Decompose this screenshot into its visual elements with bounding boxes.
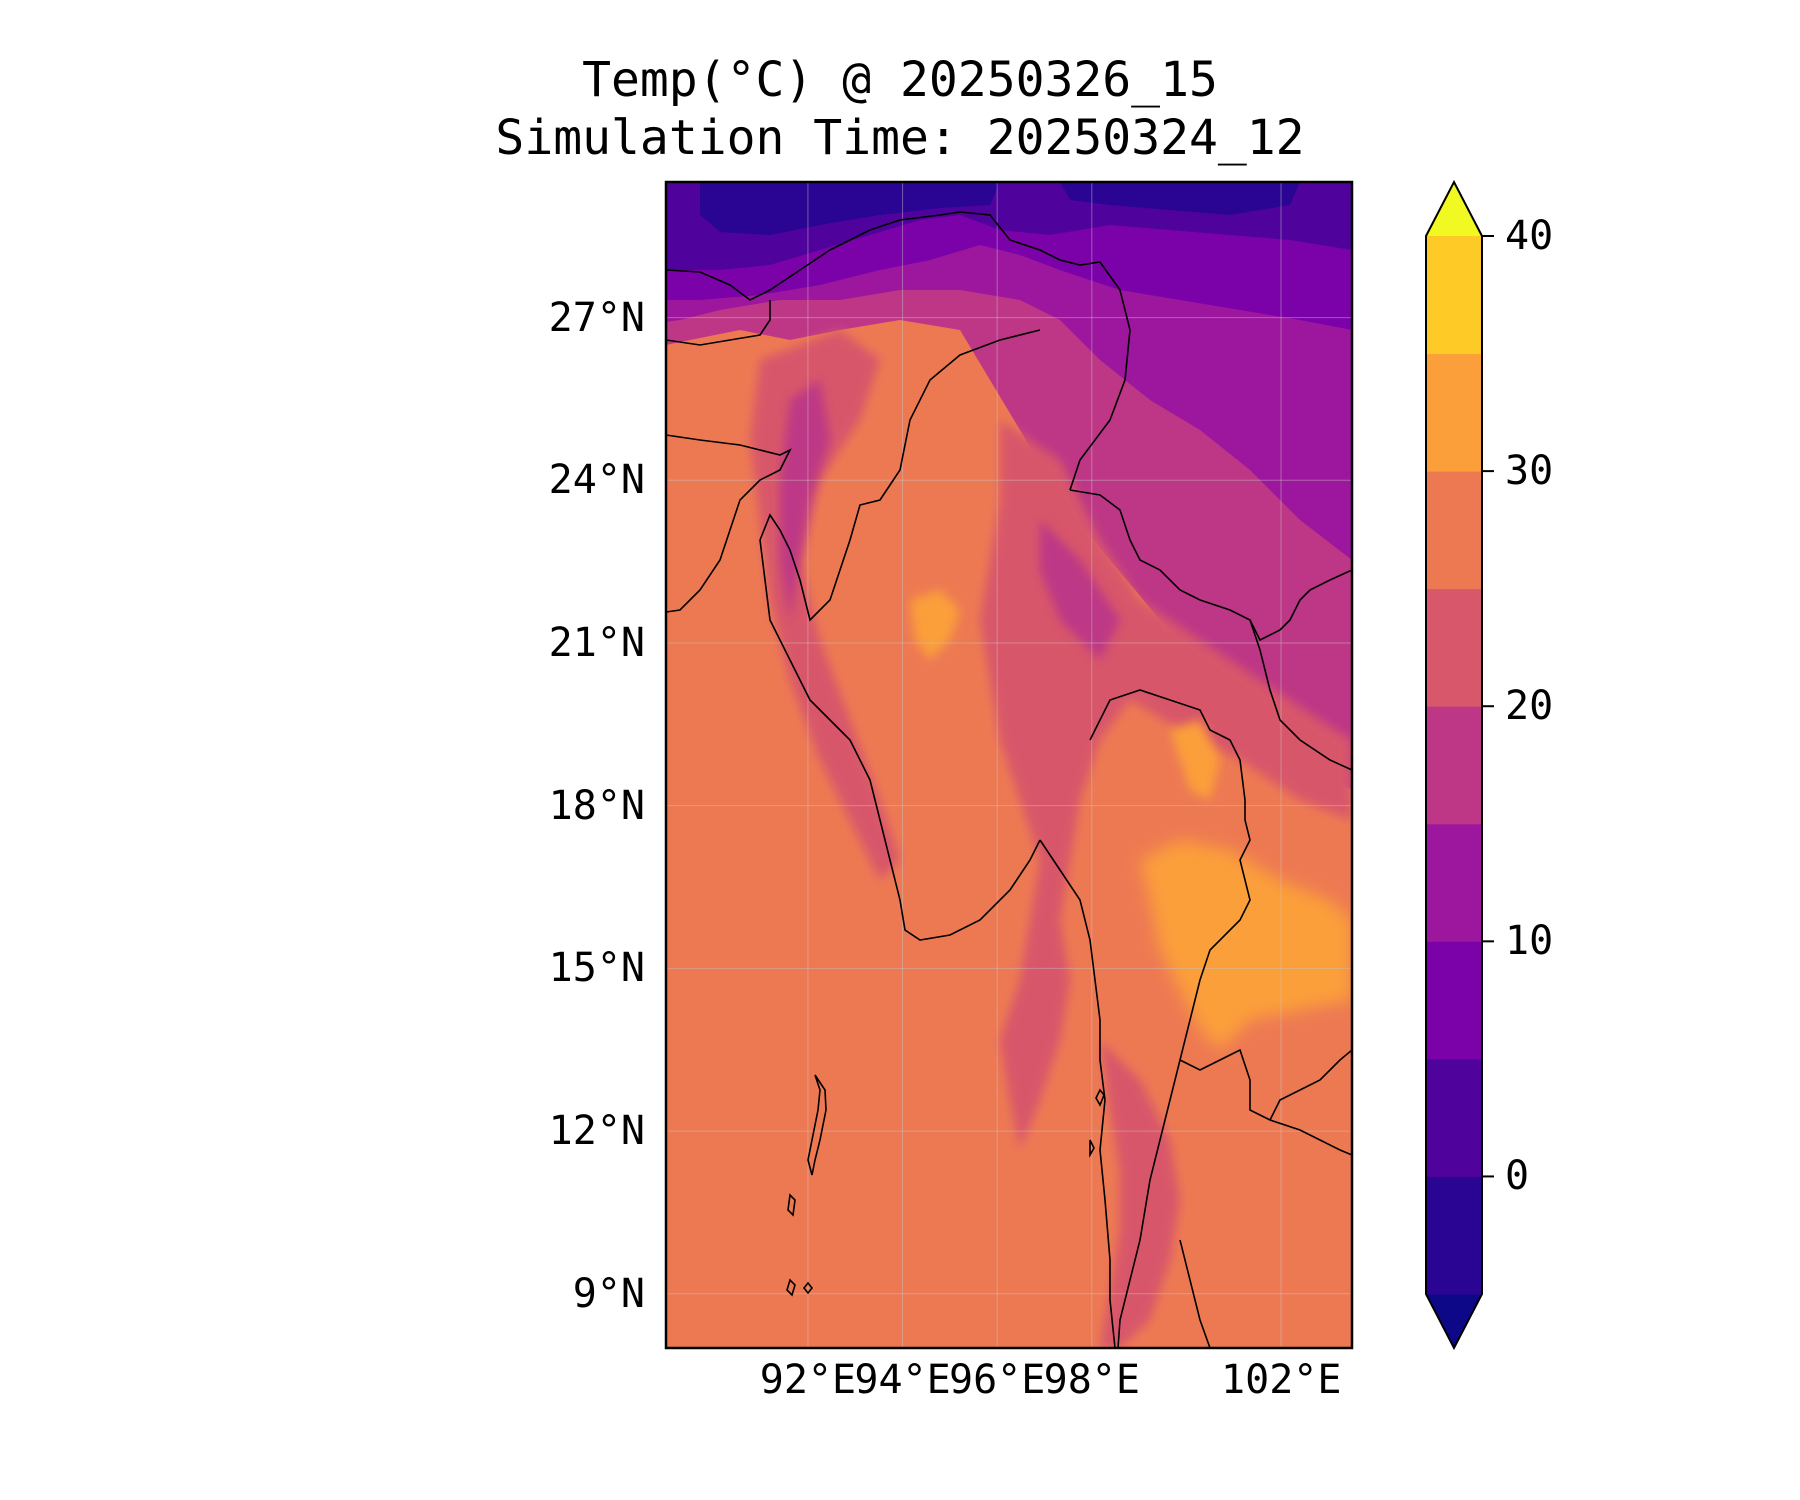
warm-thai-region bbox=[1140, 840, 1352, 1050]
colorbar-extend-low bbox=[1426, 1294, 1482, 1348]
colorbar-segment bbox=[1426, 236, 1482, 355]
lon-tick-label: 94°E bbox=[854, 1357, 951, 1403]
lon-tick-label: 98°E bbox=[1043, 1357, 1140, 1403]
lon-tick-label: 92°E bbox=[759, 1357, 857, 1403]
colorbar-tick-label: 30 bbox=[1505, 448, 1554, 495]
lon-tick-label: 96°E bbox=[949, 1357, 1046, 1403]
colorbar-segment bbox=[1426, 471, 1482, 590]
small-island bbox=[802, 1281, 814, 1295]
streak-east-region bbox=[1040, 520, 1120, 660]
andaman-islands bbox=[807, 1074, 827, 1176]
myanmar-west-border bbox=[759, 329, 1041, 622]
map-frame bbox=[664, 180, 1354, 1350]
thailand-coast bbox=[1179, 1048, 1352, 1156]
colorbar-segment bbox=[1426, 588, 1482, 707]
lon-tick-label: 102°E bbox=[1221, 1357, 1342, 1403]
colorbar-segment bbox=[1426, 941, 1482, 1060]
warm-central-region bbox=[910, 590, 960, 660]
nicobar-island bbox=[786, 1278, 796, 1297]
map-gridlines bbox=[666, 182, 1352, 1348]
tenasserim-coast bbox=[1039, 839, 1116, 1348]
colorbar-extend-high bbox=[1426, 182, 1482, 236]
bangladesh-coast bbox=[666, 434, 792, 613]
cambodia-border bbox=[1269, 1049, 1352, 1121]
band-north-m5-region bbox=[700, 182, 1300, 235]
colorbar-segment bbox=[1426, 1176, 1482, 1295]
lat-tick-label: 24°N bbox=[548, 457, 645, 504]
colorbar-tick-label: 0 bbox=[1505, 1153, 1530, 1200]
colorbar-segment bbox=[1426, 1058, 1482, 1177]
lat-tick-label: 21°N bbox=[548, 619, 645, 666]
colorbar-segment bbox=[1426, 823, 1482, 942]
coastlines-borders bbox=[666, 211, 1352, 1348]
lat-tick-label: 9°N bbox=[572, 1270, 645, 1317]
temperature-field bbox=[666, 182, 1352, 1348]
myanmar-thailand-border bbox=[1089, 689, 1251, 1348]
lat-tick-label: 15°N bbox=[548, 945, 645, 992]
colorbar-tick-label: 20 bbox=[1505, 683, 1554, 730]
colorbar-segment bbox=[1426, 706, 1482, 825]
lat-tick-label: 27°N bbox=[548, 294, 645, 341]
warm-thai2-region bbox=[1170, 720, 1220, 800]
malay-coast bbox=[1179, 1239, 1211, 1348]
chart-subtitle: Simulation Time: 20250324_12 bbox=[495, 110, 1305, 166]
lat-tick-label: 12°N bbox=[548, 1108, 645, 1155]
india-bangladesh-border bbox=[666, 300, 771, 346]
ridge-south-region bbox=[1100, 1040, 1180, 1348]
colorbar-tick-label: 10 bbox=[1505, 918, 1554, 965]
myanmar-china-border bbox=[1069, 489, 1352, 642]
colorbar-segment bbox=[1426, 353, 1482, 472]
little-andaman bbox=[787, 1193, 796, 1217]
colorbar-outline bbox=[1425, 179, 1483, 1351]
chart-title: Temp(°C) @ 20250326_15 bbox=[582, 52, 1218, 108]
mergui-islands bbox=[1089, 1088, 1105, 1159]
northern-border bbox=[666, 211, 1131, 491]
laos-border bbox=[1249, 619, 1352, 771]
colorbar bbox=[1425, 179, 1494, 1351]
lat-tick-label: 18°N bbox=[548, 782, 645, 829]
colorbar-tick-label: 40 bbox=[1505, 213, 1554, 259]
myanmar-coast bbox=[759, 539, 1041, 941]
